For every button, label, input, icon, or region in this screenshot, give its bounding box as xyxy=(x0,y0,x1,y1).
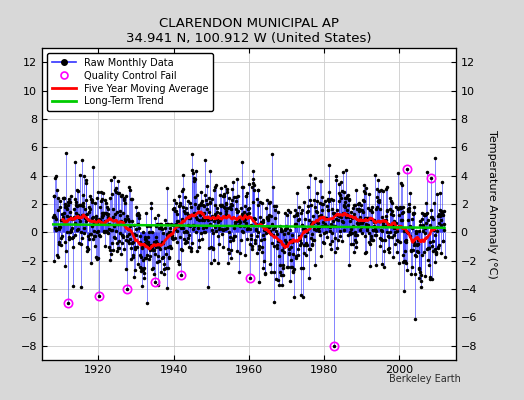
Text: Berkeley Earth: Berkeley Earth xyxy=(389,374,461,384)
Legend: Raw Monthly Data, Quality Control Fail, Five Year Moving Average, Long-Term Tren: Raw Monthly Data, Quality Control Fail, … xyxy=(47,53,213,111)
Y-axis label: Temperature Anomaly (°C): Temperature Anomaly (°C) xyxy=(487,130,497,278)
Title: CLARENDON MUNICIPAL AP
34.941 N, 100.912 W (United States): CLARENDON MUNICIPAL AP 34.941 N, 100.912… xyxy=(126,18,372,46)
